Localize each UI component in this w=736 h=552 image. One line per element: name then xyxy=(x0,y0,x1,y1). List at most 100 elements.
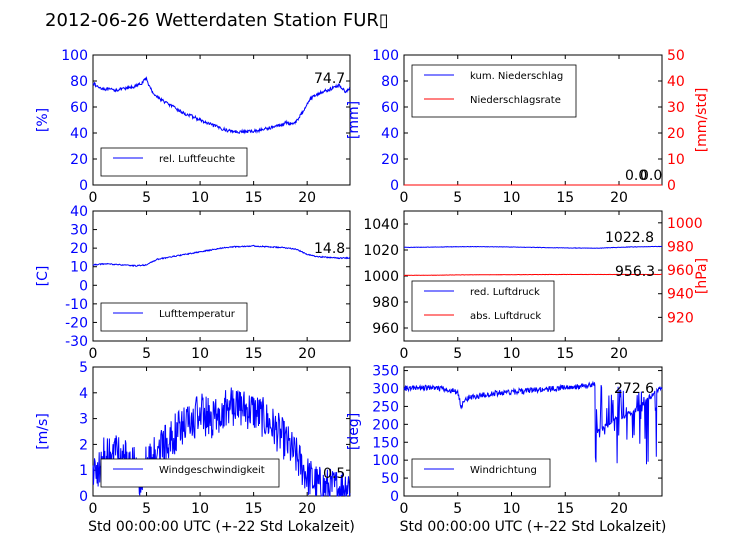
y-tick-label: -30 xyxy=(65,334,88,350)
y-right-tick-label: 0 xyxy=(667,178,676,194)
x-axis-label: Std 00:00:00 UTC (+-22 Std Lokalzeit) xyxy=(88,519,355,535)
y-tick-label: 250 xyxy=(372,399,399,415)
y-axis-label: [m/s] xyxy=(35,413,51,450)
y-right-axis-label: [hPa] xyxy=(694,258,710,294)
series-line-2 xyxy=(403,273,663,277)
y-tick-label: 1000 xyxy=(363,269,399,285)
x-tick-label: 15 xyxy=(245,190,263,206)
y-right-tick-label: 960 xyxy=(667,263,694,279)
y-tick-label: 100 xyxy=(372,48,399,64)
y-right-tick-label: 20 xyxy=(667,126,685,142)
legend-label: abs. Luftdruck xyxy=(470,311,541,322)
x-tick-label: 15 xyxy=(245,346,263,362)
x-axis-label: Std 00:00:00 UTC (+-22 Std Lokalzeit) xyxy=(400,519,667,535)
y-axis-label: [mm] xyxy=(346,101,362,139)
x-tick-label: 20 xyxy=(298,190,316,206)
y-tick-label: 1 xyxy=(79,463,88,479)
y-tick-label: 980 xyxy=(372,295,399,311)
x-tick-label: 0 xyxy=(400,190,409,206)
y-right-tick-label: 1000 xyxy=(667,216,703,232)
y-tick-label: 10 xyxy=(70,260,88,276)
plot-frame xyxy=(92,366,351,497)
legend-label: Lufttemperatur xyxy=(159,309,236,320)
x-tick-label: 15 xyxy=(556,346,574,362)
y-tick-label: 20 xyxy=(70,152,88,168)
x-tick-label: 10 xyxy=(191,346,209,362)
y-tick-label: 0 xyxy=(390,178,399,194)
x-tick-label: 5 xyxy=(142,346,151,362)
y-tick-label: 3 xyxy=(79,412,88,428)
y-tick-label: 100 xyxy=(61,48,88,64)
y-right-tick-label: 920 xyxy=(667,310,694,326)
x-tick-label: 5 xyxy=(453,501,462,517)
y-right-tick-label: 30 xyxy=(667,100,685,116)
x-tick-label: 10 xyxy=(503,501,521,517)
y-tick-label: -10 xyxy=(65,297,88,313)
figure-title: 2012-06-26 Wetterdaten Station FUR▯ xyxy=(45,10,389,31)
legend-label: rel. Luftfeuchte xyxy=(159,154,235,165)
series-line-1 xyxy=(403,380,663,465)
series-line-1 xyxy=(92,244,351,268)
y-axis-label: [deg] xyxy=(346,413,362,450)
value-annotation: 956.3 xyxy=(615,264,655,280)
y-tick-label: 20 xyxy=(70,241,88,257)
x-tick-label: 10 xyxy=(191,190,209,206)
y-tick-label: 40 xyxy=(70,126,88,142)
x-tick-label: 10 xyxy=(503,190,521,206)
x-tick-label: 0 xyxy=(400,346,409,362)
x-tick-label: 5 xyxy=(453,346,462,362)
legend-box xyxy=(100,302,248,332)
x-tick-label: 5 xyxy=(142,190,151,206)
y-tick-label: 40 xyxy=(381,126,399,142)
y-tick-label: 150 xyxy=(372,435,399,451)
x-tick-label: 0 xyxy=(400,501,409,517)
legend-label: red. Luftdruck xyxy=(470,287,540,298)
y-tick-label: 0 xyxy=(79,178,88,194)
y-right-tick-label: 50 xyxy=(667,48,685,64)
y-tick-label: 80 xyxy=(70,74,88,90)
x-tick-label: 0 xyxy=(89,190,98,206)
series-line-1 xyxy=(92,76,351,135)
plot-frame xyxy=(403,366,663,497)
legend-label: Niederschlagsrate xyxy=(470,95,561,106)
legend-box xyxy=(411,458,551,488)
y-axis-label: [%] xyxy=(35,108,51,132)
x-tick-label: 20 xyxy=(298,346,316,362)
y-tick-label: 960 xyxy=(372,321,399,337)
x-tick-label: 20 xyxy=(298,501,316,517)
plot-frame xyxy=(92,54,351,186)
x-tick-label: 15 xyxy=(245,501,263,517)
y-right-tick-label: 40 xyxy=(667,74,685,90)
y-tick-label: 0 xyxy=(390,489,399,505)
x-tick-label: 20 xyxy=(610,346,628,362)
y-tick-label: 2 xyxy=(79,437,88,453)
legend-box xyxy=(100,458,280,488)
x-tick-label: 20 xyxy=(610,501,628,517)
y-tick-label: 300 xyxy=(372,382,399,398)
legend-label: Windgeschwindigkeit xyxy=(159,465,265,476)
x-tick-label: 10 xyxy=(191,501,209,517)
value-annotation: 0.0 xyxy=(625,168,647,184)
y-right-tick-label: 980 xyxy=(667,239,694,255)
value-annotation: 0.5 xyxy=(323,466,345,482)
value-annotation: 272.6 xyxy=(614,381,654,397)
panel-pressure: 0 5 10 15 20 960 980 1000 1020 1040 920 940 960 980 10… xyxy=(363,210,710,362)
value-annotation: 1022.8 xyxy=(605,230,654,246)
legend-box xyxy=(100,147,248,177)
plot-frame xyxy=(92,210,351,342)
x-tick-label: 20 xyxy=(610,190,628,206)
x-tick-label: 15 xyxy=(556,501,574,517)
y-tick-label: 5 xyxy=(79,360,88,376)
y-right-tick-label: 940 xyxy=(667,287,694,303)
legend-box xyxy=(411,280,555,332)
y-tick-label: 350 xyxy=(372,364,399,380)
legend-label: kum. Niederschlag xyxy=(470,71,563,82)
y-right-tick-label: 10 xyxy=(667,152,685,168)
x-tick-label: 5 xyxy=(453,190,462,206)
panel-wind-speed: 0 5 10 15 20 0 1 2 3 4 5 [m/s] Std 00:00:00 UTC (+-2… xyxy=(35,360,355,535)
value-annotation: 0.0 xyxy=(640,168,662,184)
y-tick-label: 40 xyxy=(70,204,88,220)
x-tick-label: 15 xyxy=(556,190,574,206)
panel-temperature: 0 5 10 15 20 -30 -20 -10 0 10 20 30 40 [C] Lufttempera… xyxy=(35,204,351,362)
